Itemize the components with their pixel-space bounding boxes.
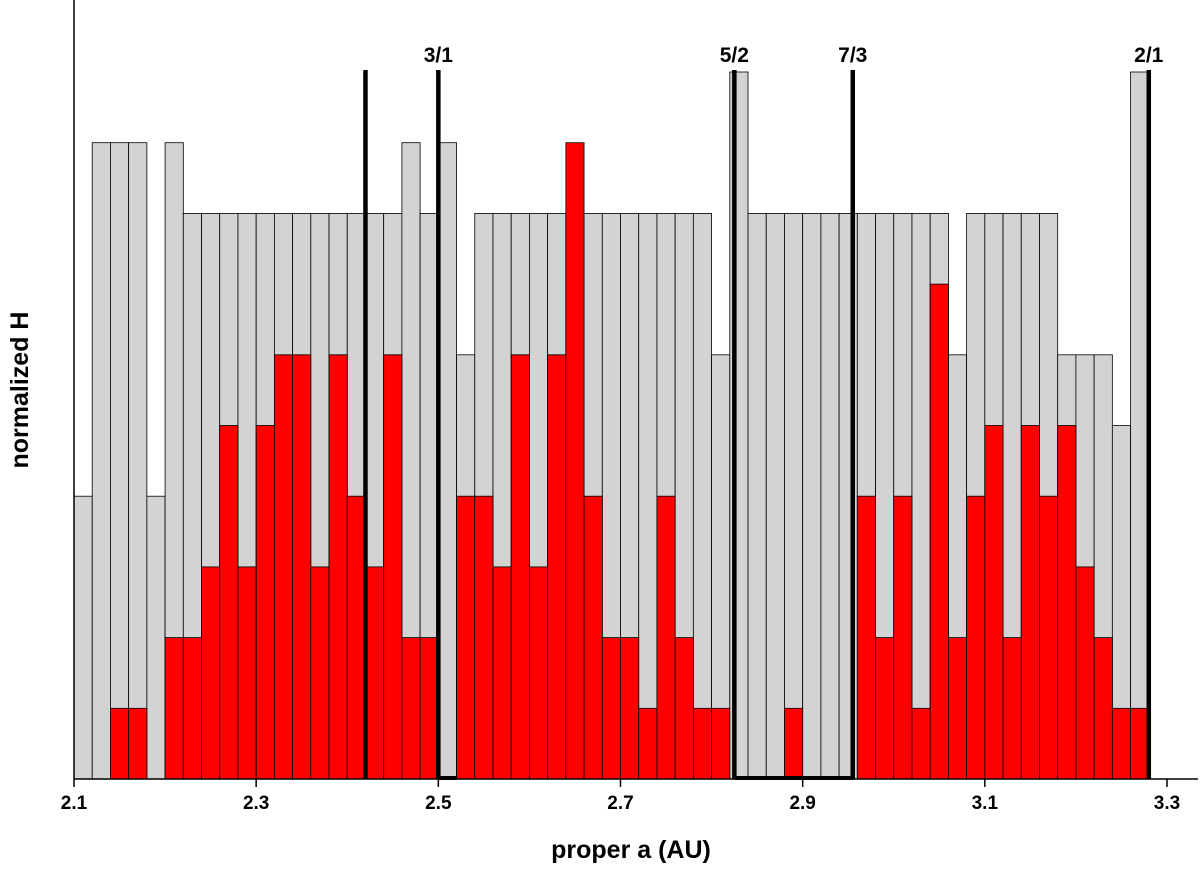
red-bar (692, 707, 712, 780)
red-bar (638, 707, 658, 780)
red-bar (1057, 425, 1077, 780)
gray-bar (128, 142, 148, 780)
resonance-label: 2/1 (1134, 44, 1164, 67)
red-bar (1111, 707, 1131, 780)
gray-bar (820, 212, 840, 780)
red-bar (601, 637, 621, 780)
x-tick-label: 2.9 (789, 793, 815, 814)
red-bar (1002, 637, 1022, 780)
red-bar (419, 637, 439, 780)
gray-bar (747, 212, 767, 780)
red-bar (292, 354, 312, 780)
gray-bar (802, 212, 822, 780)
red-bar (310, 566, 330, 780)
resonance-label: 7/3 (838, 44, 867, 67)
red-bar (893, 495, 913, 780)
red-bar (784, 707, 804, 780)
x-tick-label: 2.3 (243, 793, 269, 814)
red-bar (948, 637, 968, 780)
gray-bar (91, 142, 111, 780)
red-bar (1020, 425, 1040, 780)
red-bar (1093, 637, 1113, 780)
red-bar (401, 637, 421, 780)
resonance-label: 3/1 (424, 44, 454, 67)
red-bar (929, 283, 949, 780)
resonance-lines: 3/1 5/2 7/3 2/1 (363, 44, 1164, 779)
red-bar (583, 495, 603, 780)
x-ticks: 2.1 2.3 2.5 2.7 2.9 3.1 3.3 (61, 779, 1180, 814)
gray-bar (437, 142, 457, 780)
axes (73, 0, 1198, 780)
x-tick-label: 2.7 (607, 793, 633, 814)
red-bar (128, 707, 148, 780)
x-axis-title: proper a (AU) (551, 836, 711, 864)
red-bar (911, 707, 931, 780)
red-bar (255, 425, 275, 780)
red-bar (110, 707, 130, 780)
red-bar (565, 142, 585, 780)
red-bar (273, 354, 293, 780)
red-bar (1075, 566, 1095, 780)
red-bar (1039, 495, 1059, 780)
red-bar (656, 495, 676, 780)
gray-bar (1130, 71, 1150, 780)
red-bars-series (110, 142, 1150, 780)
red-bar (856, 495, 876, 780)
red-bar (984, 425, 1004, 780)
gray-bar (110, 142, 130, 780)
gray-bar (146, 495, 166, 780)
red-bar (456, 495, 476, 780)
red-bar (875, 637, 895, 780)
red-bar (492, 566, 512, 780)
red-bar (711, 707, 731, 780)
x-tick-label: 2.5 (425, 793, 452, 814)
red-bar (328, 354, 348, 780)
gray-bar (638, 212, 658, 780)
resonance-label: 5/2 (720, 44, 749, 67)
gray-bar (784, 212, 804, 780)
red-bar (966, 495, 986, 780)
x-tick-label: 2.1 (61, 793, 88, 814)
y-axis-title: normalized H (6, 312, 34, 469)
gray-bar (73, 495, 93, 780)
red-bar (674, 637, 694, 780)
red-bar (620, 637, 640, 780)
red-bar (346, 495, 366, 780)
red-bar (164, 637, 184, 780)
red-bar (474, 495, 494, 780)
red-bar (547, 354, 567, 780)
red-bar (219, 425, 239, 780)
red-bar (201, 566, 221, 780)
red-bar (365, 566, 385, 780)
red-bar (237, 566, 257, 780)
gray-bar (765, 212, 785, 780)
x-tick-label: 3.1 (972, 793, 999, 814)
red-bar (510, 354, 530, 780)
x-tick-label: 3.3 (1154, 793, 1180, 814)
gray-bar (911, 212, 931, 780)
red-bar (529, 566, 549, 780)
red-bar (182, 637, 202, 780)
red-bar (1130, 707, 1150, 780)
gray-bar (692, 212, 712, 780)
red-bar (383, 354, 403, 780)
